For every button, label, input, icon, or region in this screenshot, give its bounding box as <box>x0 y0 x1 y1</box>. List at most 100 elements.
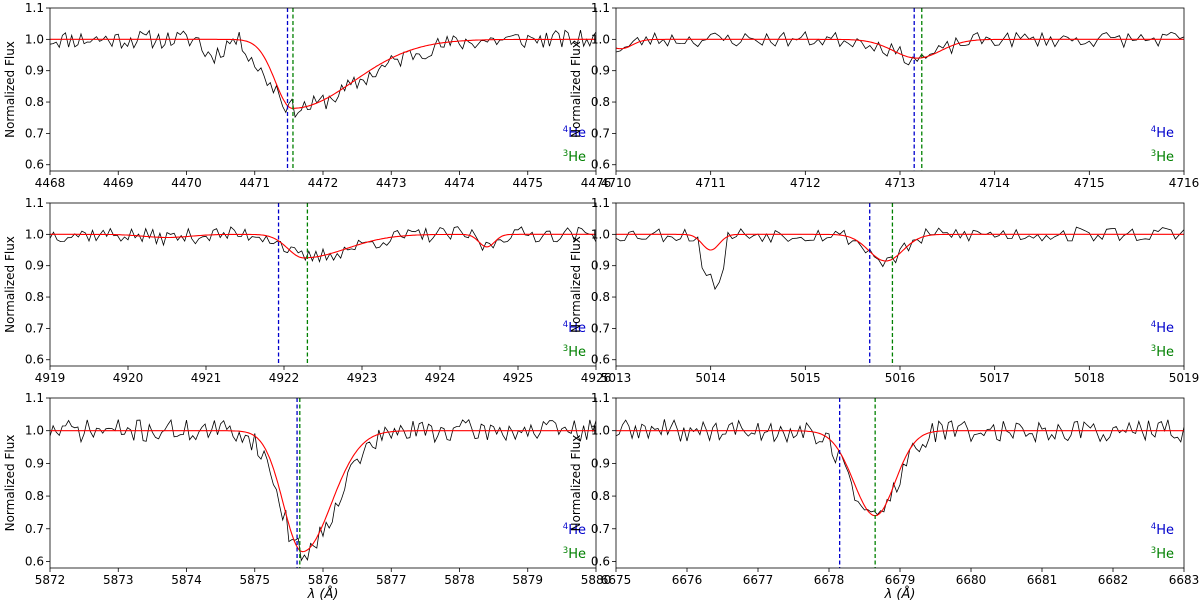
panel-4: 5013 5014 5015 5016 5017 5018 5019 0.6 0.7 0.8 0.9… <box>569 196 1199 385</box>
x-tick-label: 6678 <box>814 573 845 587</box>
plot-area <box>616 419 1184 517</box>
plot-area <box>616 31 1184 66</box>
observed-spectrum <box>616 226 1184 291</box>
axes-frame <box>49 397 597 569</box>
y-tick-label: 0.8 <box>25 95 44 109</box>
panel-5: 5872 5873 5874 5875 5876 5877 5878 5879 5880 0.6 0… <box>3 391 611 602</box>
x-tick-label: 4919 <box>35 371 66 385</box>
axes-frame <box>49 7 597 172</box>
x-tick-label: 5876 <box>308 573 339 587</box>
panel-1: 4468 4469 4470 4471 4472 4473 4474 4475 4476 0.6 0… <box>3 1 611 190</box>
plot-area <box>50 29 596 119</box>
x-tick-label: 6677 <box>743 573 774 587</box>
x-tick-label: 6680 <box>956 573 987 587</box>
x-tick-label: 4713 <box>885 176 916 190</box>
x-tick-label: 4474 <box>444 176 475 190</box>
y-axis-label: Normalized Flux <box>3 41 17 138</box>
y-tick-label: 0.9 <box>25 259 44 273</box>
x-tick-label: 4469 <box>103 176 134 190</box>
axes-frame <box>615 202 1185 367</box>
legend-he3: 3He <box>563 546 586 562</box>
y-tick-label: 1.0 <box>591 227 610 241</box>
x-tick-label: 4920 <box>113 371 144 385</box>
plot-area <box>50 226 596 264</box>
y-tick-label: 1.1 <box>25 391 44 405</box>
y-tick-label: 0.6 <box>25 158 44 172</box>
observed-spectrum <box>50 226 596 264</box>
plot-area <box>616 226 1184 291</box>
x-tick-label: 5879 <box>512 573 543 587</box>
legend-he3: 3He <box>1151 149 1174 165</box>
x-tick-label: 5017 <box>979 371 1010 385</box>
y-tick-label: 0.6 <box>591 353 610 367</box>
x-tick-label: 4710 <box>601 176 632 190</box>
x-tick-label: 4922 <box>269 371 300 385</box>
panel-2: 4710 4711 4712 4713 4714 4715 4716 0.6 0.7 0.8 0.9… <box>569 1 1199 190</box>
y-tick-label: 0.8 <box>591 290 610 304</box>
x-tick-label: 4471 <box>239 176 270 190</box>
panel-6: 6675 6676 6677 6678 6679 6680 6681 6682 6683 0.6 0… <box>569 391 1199 602</box>
legend-he4: 4He <box>1151 320 1174 336</box>
y-tick-label: 0.9 <box>591 456 610 470</box>
legend-he3: 3He <box>1151 344 1174 360</box>
y-tick-label: 1.0 <box>25 227 44 241</box>
y-tick-label: 0.6 <box>591 158 610 172</box>
model-spectrum <box>50 38 596 109</box>
y-tick-label: 0.6 <box>25 554 44 568</box>
x-tick-label: 4926 <box>581 371 612 385</box>
x-axis-label: λ (Å) <box>307 586 339 602</box>
y-axis-label: Normalized Flux <box>3 236 17 333</box>
y-tick-label: 0.6 <box>591 554 610 568</box>
y-axis-label: Normalized Flux <box>569 236 583 333</box>
observed-spectrum <box>50 418 596 562</box>
y-tick-label: 0.8 <box>591 489 610 503</box>
x-tick-label: 4712 <box>790 176 821 190</box>
axes-frame <box>49 202 597 367</box>
legend-he3: 3He <box>563 149 586 165</box>
y-tick-label: 1.1 <box>591 1 610 15</box>
y-axis-label: Normalized Flux <box>569 41 583 138</box>
x-tick-label: 5013 <box>601 371 632 385</box>
y-tick-label: 1.0 <box>25 424 44 438</box>
legend-he3: 3He <box>563 344 586 360</box>
observed-spectrum <box>616 419 1184 516</box>
y-axis-label: Normalized Flux <box>3 435 17 532</box>
y-tick-label: 0.7 <box>25 522 44 536</box>
x-tick-label: 5015 <box>790 371 821 385</box>
legend-he3: 3He <box>1151 546 1174 562</box>
y-tick-label: 1.0 <box>591 424 610 438</box>
observed-spectrum <box>50 29 596 119</box>
y-tick-label: 1.0 <box>25 32 44 46</box>
x-tick-label: 6682 <box>1098 573 1129 587</box>
model-spectrum <box>616 38 1184 59</box>
x-tick-label: 6681 <box>1027 573 1058 587</box>
x-tick-label: 4716 <box>1169 176 1200 190</box>
x-tick-label: 5874 <box>171 573 202 587</box>
x-tick-label: 5872 <box>35 573 66 587</box>
model-spectrum <box>50 430 596 553</box>
axes-frame <box>615 7 1185 172</box>
y-tick-label: 1.0 <box>591 32 610 46</box>
y-tick-label: 1.1 <box>591 391 610 405</box>
legend-he4: 4He <box>1151 522 1174 538</box>
legend-he4: 4He <box>563 522 586 538</box>
y-tick-label: 0.7 <box>591 126 610 140</box>
model-spectrum <box>616 233 1184 262</box>
y-tick-label: 1.1 <box>25 1 44 15</box>
x-tick-label: 5873 <box>103 573 134 587</box>
y-tick-label: 0.9 <box>591 259 610 273</box>
x-tick-label: 5016 <box>885 371 916 385</box>
y-tick-label: 0.8 <box>25 489 44 503</box>
x-tick-label: 5019 <box>1169 371 1200 385</box>
y-tick-label: 1.1 <box>25 196 44 210</box>
x-tick-label: 4711 <box>695 176 726 190</box>
y-axis-label: Normalized Flux <box>569 435 583 532</box>
model-spectrum <box>616 430 1184 517</box>
x-tick-label: 5880 <box>581 573 612 587</box>
x-tick-label: 4468 <box>35 176 66 190</box>
x-tick-label: 5878 <box>444 573 475 587</box>
y-tick-label: 0.7 <box>591 321 610 335</box>
y-tick-label: 0.8 <box>25 290 44 304</box>
x-tick-label: 5875 <box>239 573 270 587</box>
